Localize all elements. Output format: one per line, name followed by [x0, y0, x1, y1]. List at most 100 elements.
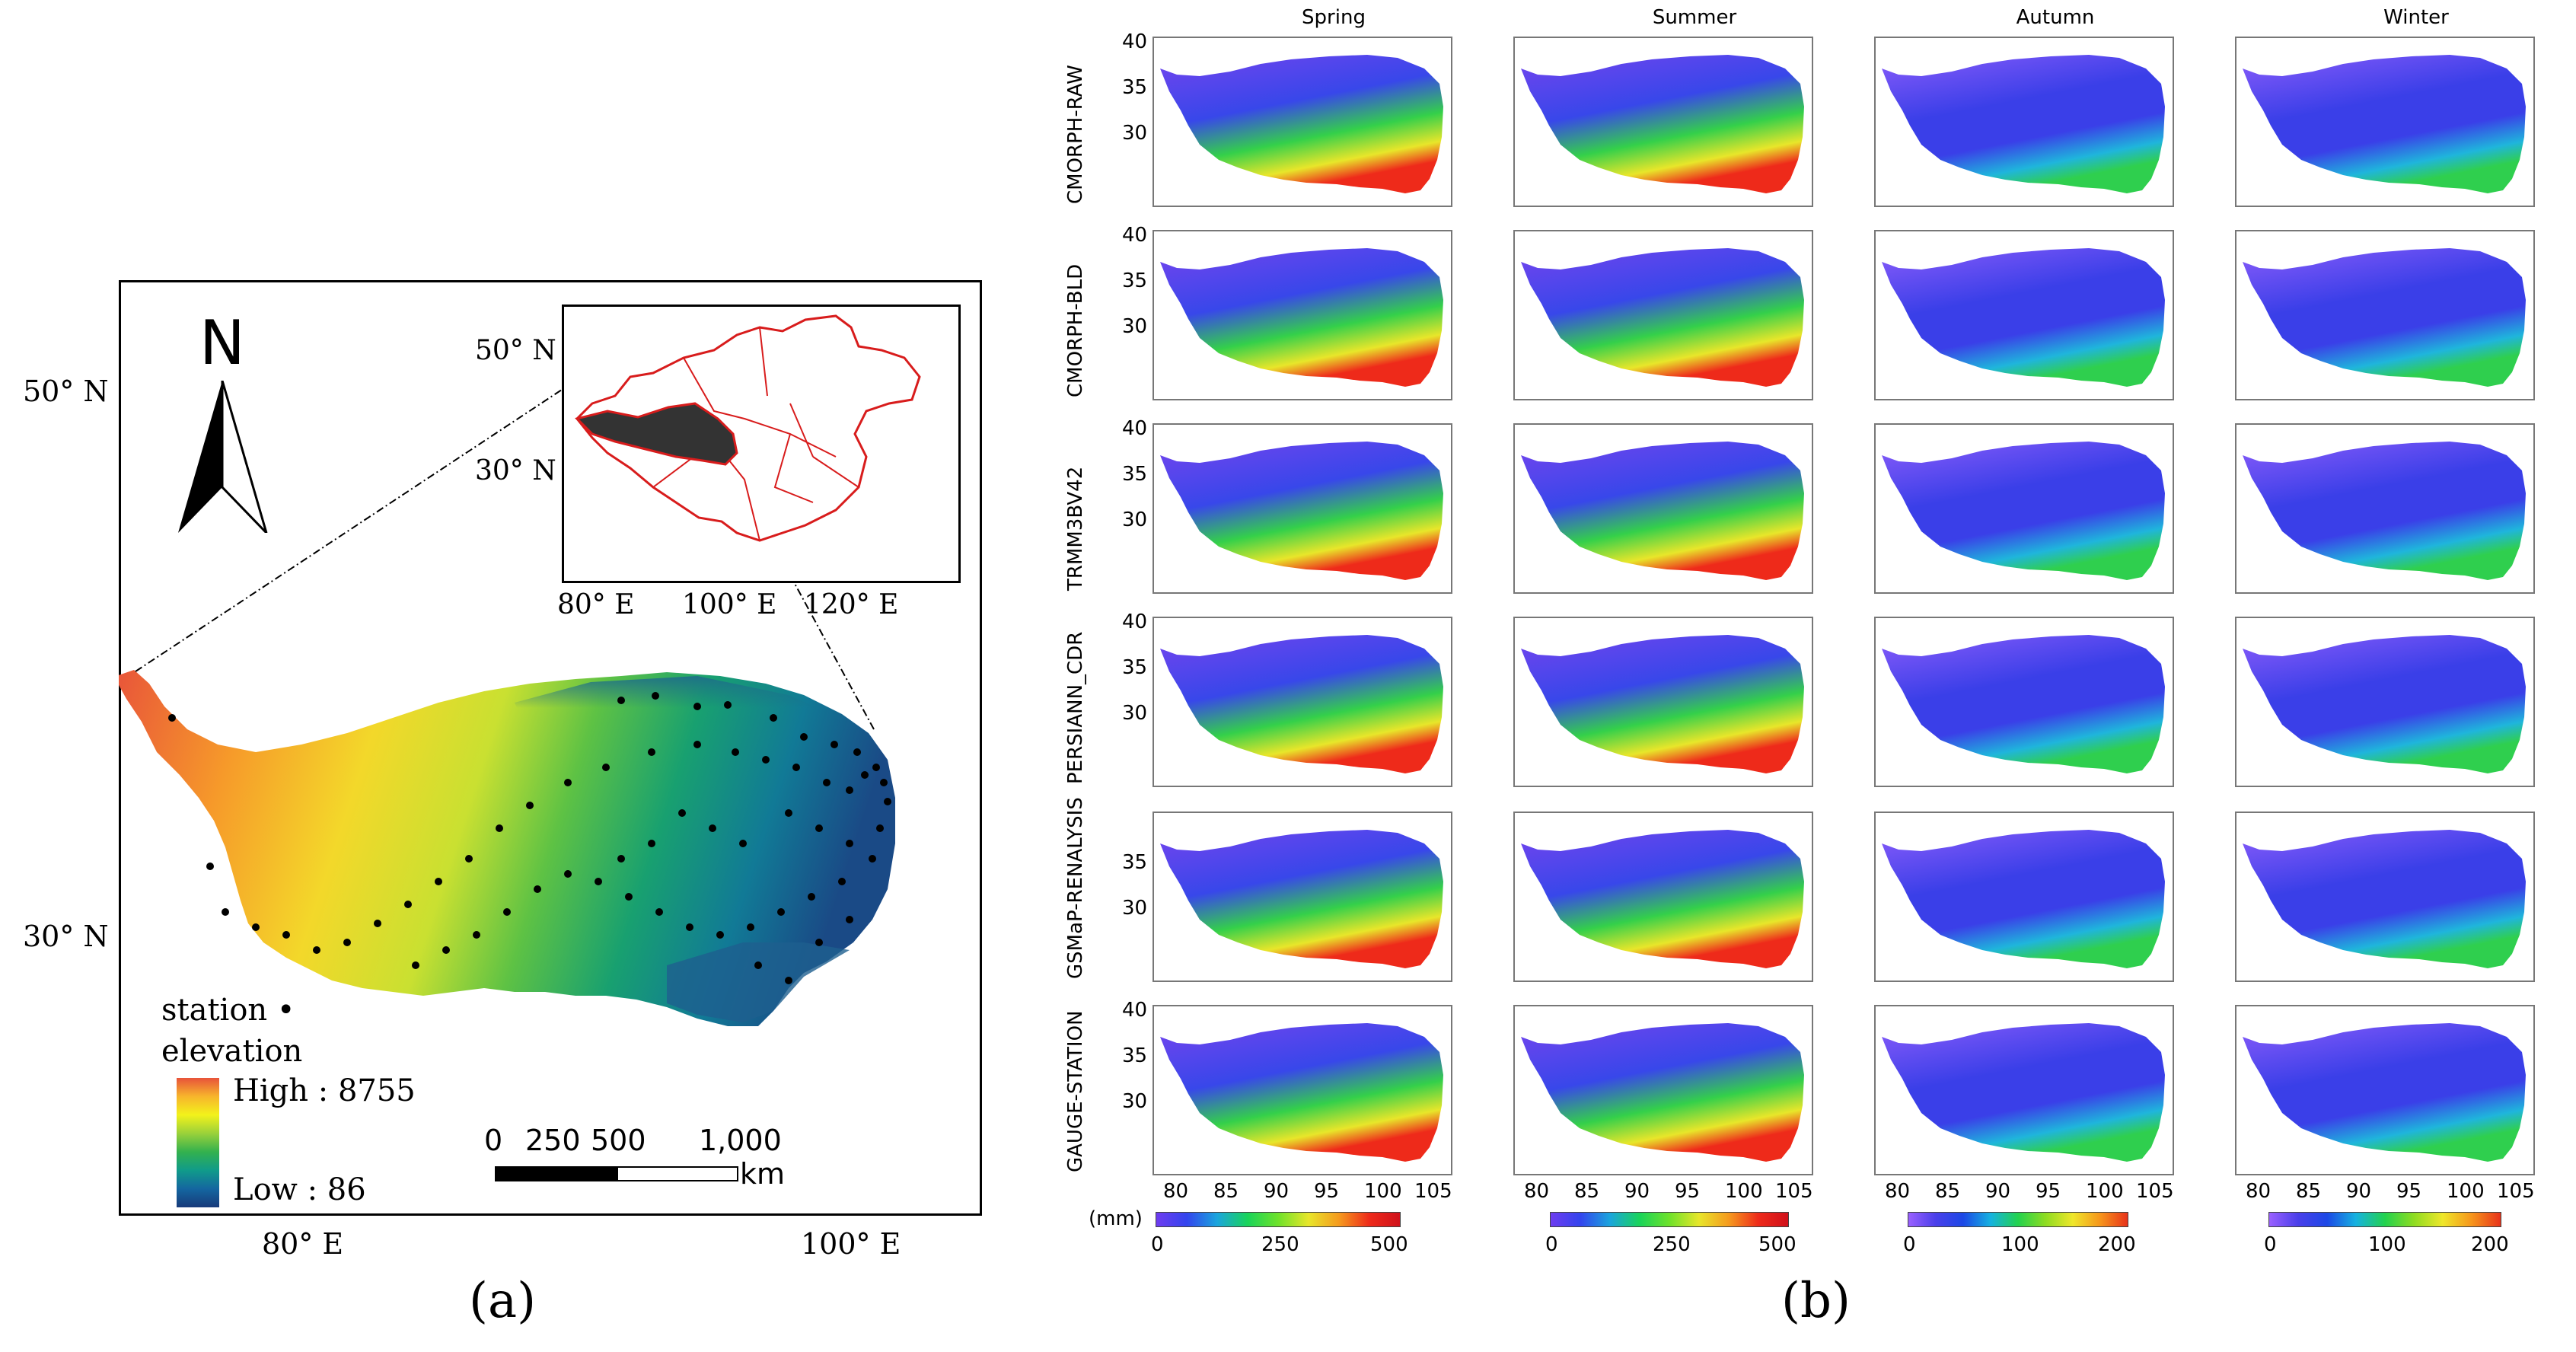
scale-unit: km: [740, 1157, 786, 1191]
north-arrow-icon: [178, 381, 268, 533]
precip-field: [1160, 1023, 1443, 1162]
x-tick: 90: [2346, 1180, 2372, 1203]
x-tick: 80: [1885, 1180, 1911, 1203]
x-tick: 95: [1314, 1180, 1340, 1203]
scale-tick-0: 0: [484, 1124, 503, 1157]
x-tick: 90: [1624, 1180, 1650, 1203]
season-title-autumn: Autumn: [2016, 6, 2095, 29]
precip-field: [2243, 55, 2526, 193]
inset-lat-30: 30° N: [475, 455, 556, 486]
row-label-cmorph-bld: CMORPH-BLD: [1064, 263, 1087, 397]
precip-field: [1521, 830, 1804, 968]
x-tick: 95: [2036, 1180, 2061, 1203]
x-tick: 80: [1163, 1180, 1189, 1203]
station-markers: [168, 692, 891, 984]
inset-lat-50: 50° N: [475, 335, 556, 366]
colorbar-tick: 500: [1370, 1233, 1408, 1256]
colorbar-tick: 0: [2264, 1233, 2277, 1256]
colorbar-tick: 200: [2471, 1233, 2509, 1256]
unit-label: (mm): [1089, 1207, 1143, 1230]
colorbar-tick: 200: [2098, 1233, 2136, 1256]
map-cell-trmm3bv42-autumn: [1874, 423, 2174, 594]
y-tick: 30: [1122, 897, 1148, 920]
y-tick: 40: [1122, 999, 1148, 1022]
precip-field: [1521, 1023, 1804, 1162]
x-tick: 85: [2296, 1180, 2322, 1203]
china-outline: [575, 314, 921, 542]
map-cell-cmorph-raw-summer: [1513, 37, 1813, 207]
precip-field: [2243, 248, 2526, 387]
map-cell-gsmap-renalysis-autumn: [1874, 812, 2174, 982]
legend-low: Low : 86: [233, 1172, 366, 1207]
map-cell-cmorph-raw-autumn: [1874, 37, 2174, 207]
x-tick: 105: [2136, 1180, 2174, 1203]
precip-field: [1160, 830, 1443, 968]
precip-field: [1521, 248, 1804, 387]
precip-field: [1521, 55, 1804, 193]
precip-field: [1521, 442, 1804, 580]
colorbar-tick: 100: [2001, 1233, 2039, 1256]
precip-field: [1882, 55, 2165, 193]
y-tick: 30: [1122, 122, 1148, 145]
map-cell-cmorph-raw-spring: [1153, 37, 1452, 207]
map-cell-gsmap-renalysis-spring: [1153, 812, 1452, 982]
precip-field: [1882, 1023, 2165, 1162]
precip-field: [1160, 248, 1443, 387]
precip-field: [1882, 830, 2165, 968]
map-cell-trmm3bv42-winter: [2235, 423, 2535, 594]
legend-station: station •: [161, 993, 295, 1028]
inset-lon-100: 100° E: [682, 589, 777, 620]
colorbar-tick: 250: [1261, 1233, 1299, 1256]
plateau-shape: [119, 670, 895, 1026]
x-tick: 85: [1213, 1180, 1239, 1203]
scale-tick-1000: 1,000: [699, 1124, 782, 1157]
x-tick: 105: [1775, 1180, 1813, 1203]
y-tick: 30: [1122, 315, 1148, 338]
y-tick: 30: [1122, 702, 1148, 725]
lon-label-100: 100° E: [801, 1227, 901, 1261]
precip-field: [1521, 635, 1804, 773]
x-tick: 100: [1725, 1180, 1763, 1203]
map-cell-cmorph-bld-winter: [2235, 230, 2535, 400]
y-tick: 40: [1122, 417, 1148, 440]
elevation-colorbar: [177, 1078, 219, 1207]
map-cell-cmorph-bld-spring: [1153, 230, 1452, 400]
y-tick: 35: [1122, 463, 1148, 486]
map-cell-trmm3bv42-summer: [1513, 423, 1813, 594]
y-tick: 40: [1122, 224, 1148, 247]
inset-lon-120: 120° E: [804, 589, 899, 620]
y-tick: 30: [1122, 509, 1148, 531]
precip-field: [1882, 442, 2165, 580]
colorbar-tick: 100: [2368, 1233, 2406, 1256]
x-tick: 100: [1364, 1180, 1402, 1203]
lon-label-80: 80° E: [262, 1227, 344, 1261]
x-tick: 85: [1574, 1180, 1600, 1203]
x-tick: 100: [2447, 1180, 2485, 1203]
row-label-persiann-cdr: PERSIANN_CDR: [1064, 631, 1087, 784]
map-cell-gsmap-renalysis-summer: [1513, 812, 1813, 982]
season-title-winter: Winter: [2383, 6, 2449, 29]
lat-label-30: 30° N: [23, 920, 109, 953]
x-tick: 95: [2396, 1180, 2422, 1203]
x-tick: 80: [1524, 1180, 1550, 1203]
map-cell-gauge-station-spring: [1153, 1005, 1452, 1175]
precip-field: [2243, 830, 2526, 968]
colorbar-tick: 0: [1545, 1233, 1558, 1256]
colorbar-tick: 250: [1653, 1233, 1691, 1256]
map-cell-persiann-cdr-summer: [1513, 617, 1813, 787]
colorbar-tick: 0: [1903, 1233, 1916, 1256]
scale-bar-white: [617, 1166, 738, 1181]
x-tick: 105: [1414, 1180, 1452, 1203]
x-tick: 90: [1985, 1180, 2011, 1203]
y-tick: 35: [1122, 269, 1148, 292]
legend-station-label: station: [161, 993, 268, 1028]
north-label: N: [199, 308, 245, 378]
row-label-trmm3bv42: TRMM3BV42: [1064, 466, 1087, 591]
y-tick: 40: [1122, 30, 1148, 53]
colorbar-tick: 500: [1758, 1233, 1797, 1256]
precip-field: [2243, 442, 2526, 580]
row-label-gauge-station: GAUGE-STATION: [1064, 1010, 1087, 1172]
season-title-summer: Summer: [1652, 6, 1737, 29]
row-label-cmorph-raw: CMORPH-RAW: [1064, 65, 1087, 204]
x-tick: 85: [1935, 1180, 1961, 1203]
